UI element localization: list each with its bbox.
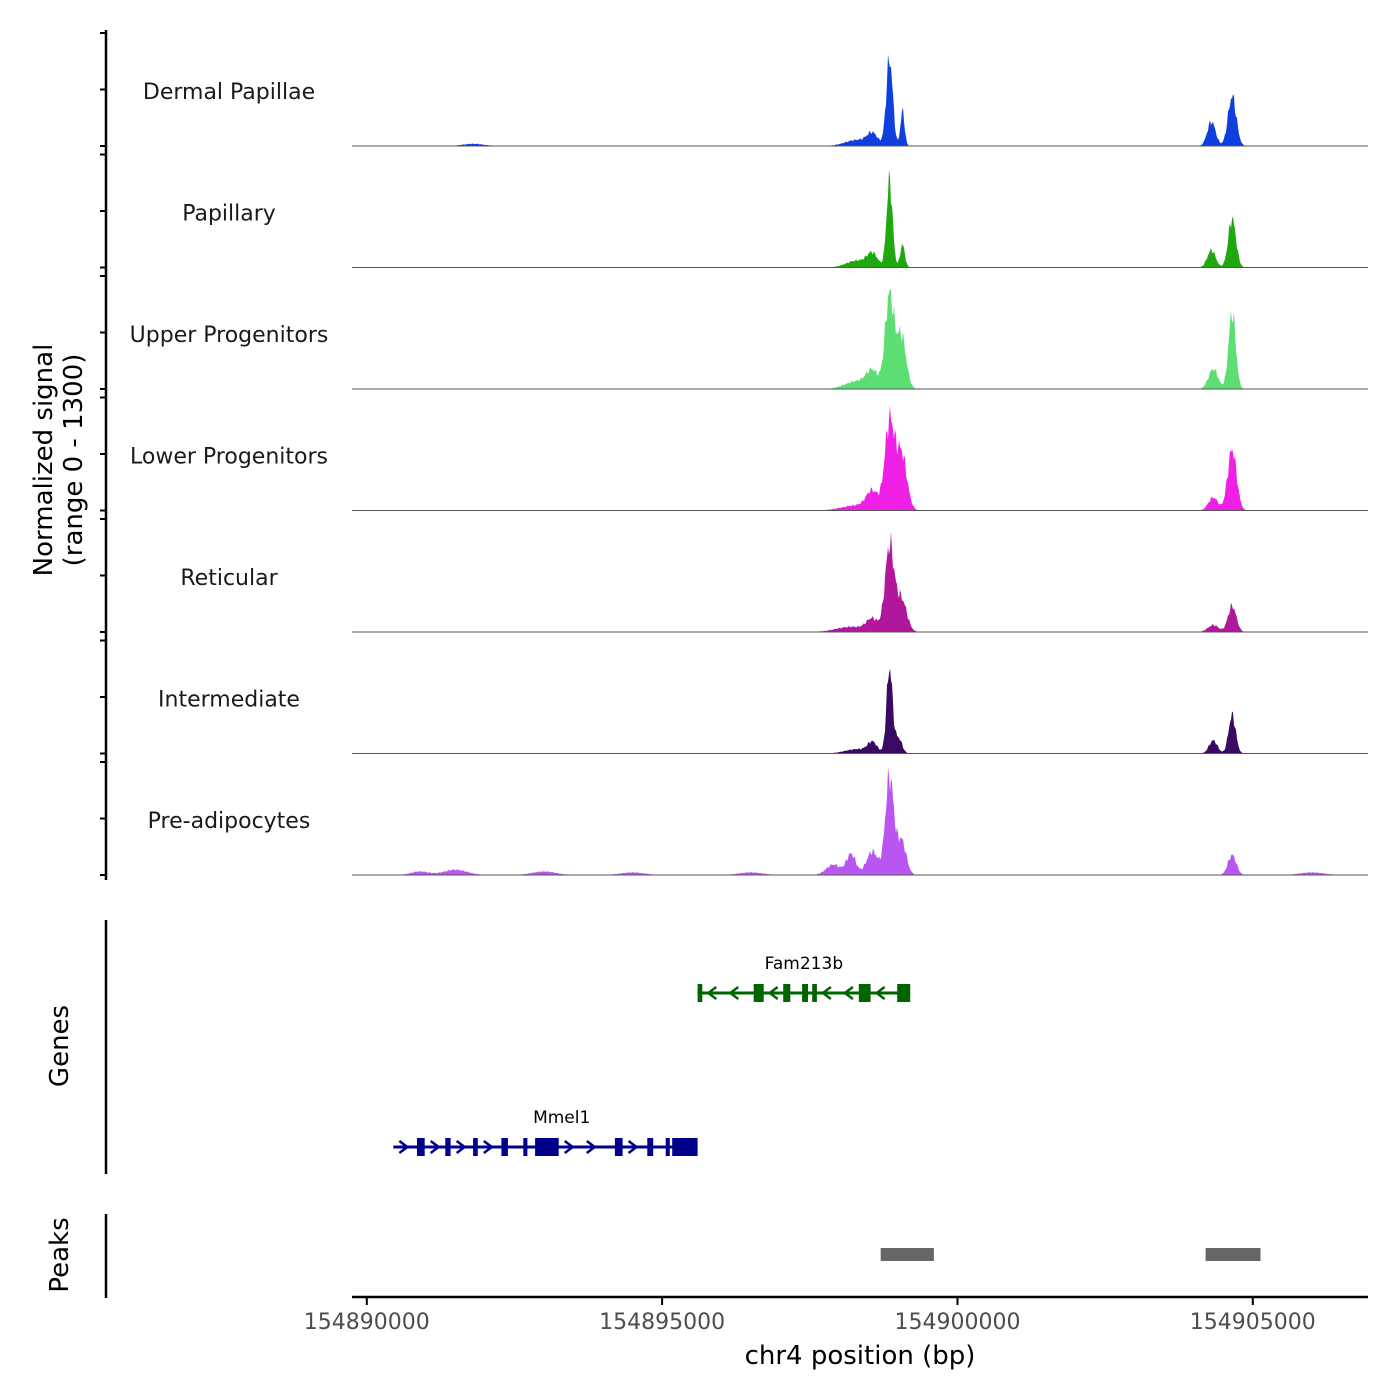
exon xyxy=(665,1138,670,1156)
track-label-1: Papillary xyxy=(182,202,276,227)
exon xyxy=(501,1138,508,1156)
strand-arrow xyxy=(767,986,779,1000)
exon xyxy=(753,984,764,1002)
genes-panel: Fam213b Mmel1 xyxy=(104,920,911,1174)
coverage-y-axis-label-line2: (range 0 - 1300) xyxy=(59,354,89,567)
exon xyxy=(473,1138,478,1156)
exon xyxy=(697,984,703,1002)
track-label-6: Pre-adipocytes xyxy=(148,809,311,834)
x-tick-label: 154895000 xyxy=(599,1310,725,1335)
exon xyxy=(535,1138,559,1156)
gene-label-Fam213b: Fam213b xyxy=(765,954,843,974)
exon xyxy=(523,1138,528,1156)
exon xyxy=(783,984,791,1002)
x-axis: 154890000 154895000 154900000 154905000 xyxy=(304,1295,1368,1335)
exon xyxy=(858,984,871,1002)
track-label-0: Dermal Papillae xyxy=(143,80,315,105)
peak-region-1 xyxy=(1205,1248,1261,1261)
coverage-area-3 xyxy=(352,405,1368,511)
peak-region-0 xyxy=(880,1248,934,1261)
exon xyxy=(812,984,817,1002)
peaks-panel xyxy=(104,1214,1261,1298)
exon xyxy=(445,1138,451,1156)
coverage-area-4 xyxy=(352,531,1368,632)
exon xyxy=(417,1138,425,1156)
track-label-3: Lower Progenitors xyxy=(130,445,328,470)
strand-arrow xyxy=(706,986,718,1000)
strand-arrow xyxy=(455,1140,467,1154)
coverage-area-0 xyxy=(352,54,1368,146)
track-label-2: Upper Progenitors xyxy=(130,323,329,348)
gene-Fam213b: Fam213b xyxy=(697,954,911,1002)
peaks-y-axis-label: Peaks xyxy=(45,1217,75,1292)
gene-label-Mmel1: Mmel1 xyxy=(533,1108,590,1128)
x-tick-label: 154890000 xyxy=(304,1310,430,1335)
strand-arrow xyxy=(429,1140,441,1154)
exon xyxy=(647,1138,654,1156)
strand-arrow xyxy=(585,1140,597,1154)
coverage-panel: Dermal Papillae Papillary Upper Progenitor… xyxy=(100,30,1368,880)
coverage-y-axis-label-line1: Normalized signal xyxy=(29,344,59,577)
x-tick-label: 154905000 xyxy=(1190,1310,1316,1335)
exon xyxy=(802,984,808,1002)
strand-arrow xyxy=(728,986,740,1000)
strand-arrow xyxy=(874,986,886,1000)
track-label-4: Reticular xyxy=(180,566,278,591)
coverage-area-2 xyxy=(352,289,1368,389)
strand-arrow xyxy=(398,1140,410,1154)
coverage-area-5 xyxy=(352,668,1368,754)
exon xyxy=(897,984,911,1002)
x-axis-label: chr4 position (bp) xyxy=(745,1341,976,1371)
x-tick-label: 154900000 xyxy=(895,1310,1021,1335)
genes-y-axis-label: Genes xyxy=(45,1005,75,1087)
strand-arrow xyxy=(627,1140,639,1154)
strand-arrow xyxy=(842,986,854,1000)
gene-Mmel1: Mmel1 xyxy=(393,1108,698,1156)
coverage-area-6 xyxy=(352,767,1368,875)
exon xyxy=(672,1138,698,1156)
strand-arrow xyxy=(563,1140,575,1154)
exon xyxy=(614,1138,623,1156)
coverage-area-1 xyxy=(352,169,1368,268)
track-label-5: Intermediate xyxy=(158,688,300,713)
strand-arrow xyxy=(483,1140,494,1154)
strand-arrow xyxy=(820,986,832,1000)
